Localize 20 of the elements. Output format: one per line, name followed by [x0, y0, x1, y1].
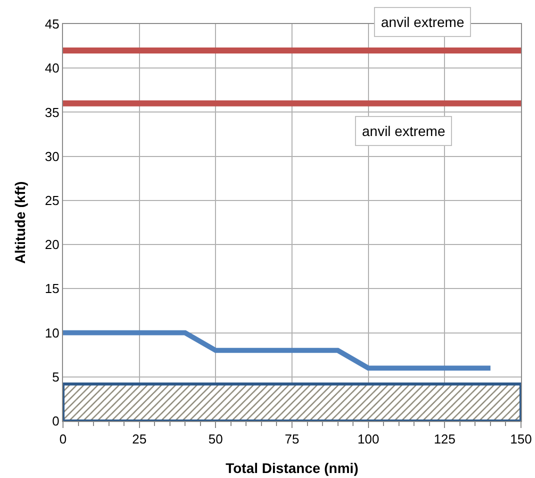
y-axis-title: Altitude (kft) [12, 181, 28, 264]
x-tick-label: 100 [357, 432, 380, 447]
y-tick-label: 45 [44, 16, 60, 32]
y-tick-label: 5 [52, 369, 60, 384]
x-tick-label: 75 [284, 432, 300, 447]
y-tick-label: 30 [44, 148, 60, 164]
x-tick-label: 50 [208, 432, 223, 447]
ref-line-label: anvil extreme [362, 123, 446, 139]
y-tick-label: 0 [52, 414, 60, 429]
y-tick-label: 25 [44, 192, 60, 208]
y-tick-label: 15 [44, 281, 60, 296]
x-axis-title: Total Distance (nmi) [226, 460, 358, 476]
y-tick-label: 40 [44, 60, 60, 76]
y-tick-label: 20 [44, 237, 60, 252]
x-tick-label: 125 [434, 432, 456, 447]
ref-line-label: anvil extreme [381, 14, 464, 30]
y-tick-label: 10 [44, 325, 60, 340]
y-tick-label: 35 [44, 104, 60, 120]
x-tick-label: 25 [132, 432, 147, 447]
x-tick-label: 150 [510, 432, 532, 447]
